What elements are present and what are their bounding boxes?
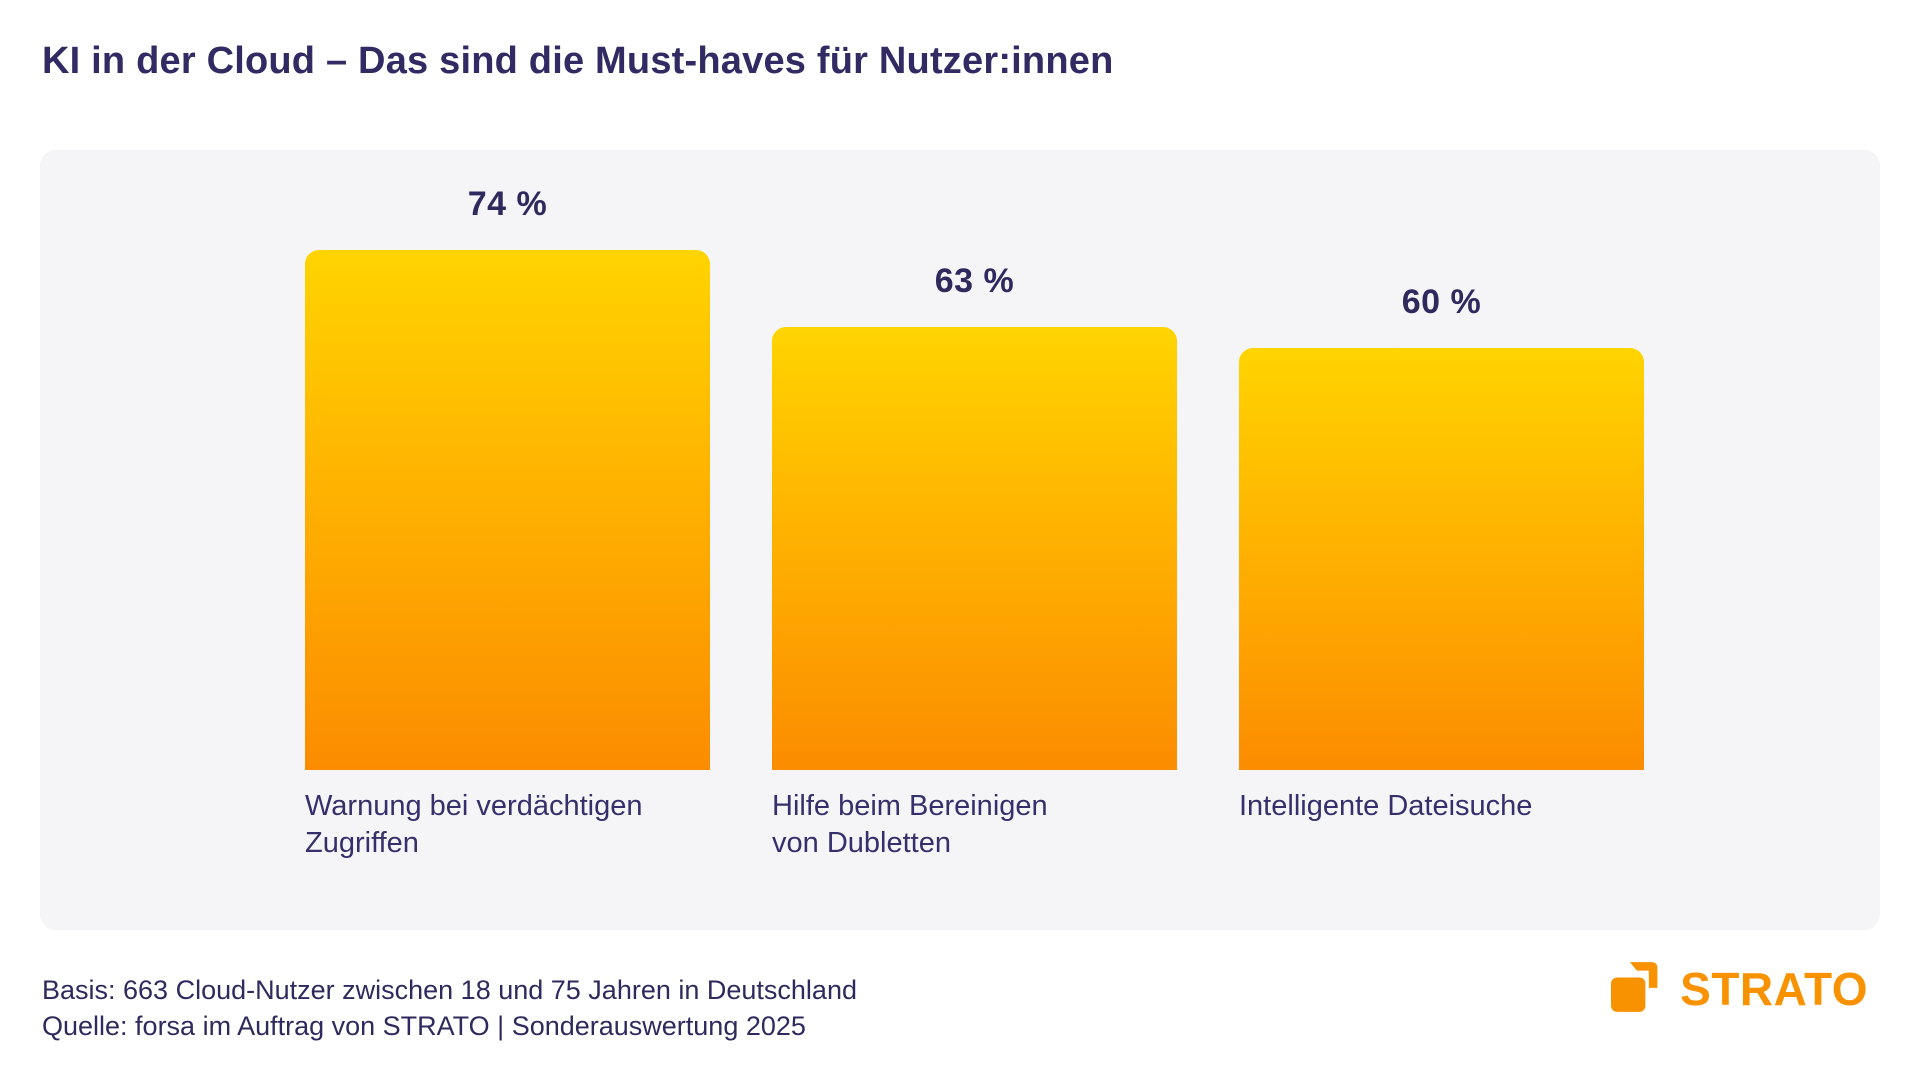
bar-value-label: 60 % [1401, 283, 1482, 321]
page-title: KI in der Cloud – Das sind die Must-have… [42, 40, 1114, 82]
bar-dubletten [772, 327, 1177, 770]
bar-value-label: 74 % [467, 185, 548, 223]
footer-quelle-line: Quelle: forsa im Auftrag von STRATO | So… [42, 1011, 806, 1041]
chart-panel: 74 % 63 % 60 % Warnung bei verdächtigen … [40, 150, 1880, 930]
category-label-warnung: Warnung bei verdächtigen Zugriffen [305, 790, 643, 859]
bar-value-label: 63 % [934, 262, 1015, 300]
category-labels-row: Warnung bei verdächtigen Zugriffen Hilfe… [305, 788, 1644, 862]
strato-logo-mark-icon [1611, 961, 1666, 1017]
strato-logo-text: STRATO [1680, 963, 1868, 1015]
bar-group-dubletten: 63 % [772, 262, 1177, 770]
bar-dateisuche [1239, 348, 1644, 770]
bars-row: 74 % 63 % 60 % [305, 150, 1644, 770]
category-label-dateisuche: Intelligente Dateisuche [1239, 790, 1533, 822]
bar-group-warnung: 74 % [305, 185, 710, 770]
category-label-dubletten: Hilfe beim Bereinigen von Dubletten [772, 790, 1048, 859]
strato-logo: STRATO [1611, 956, 1868, 1022]
bar-warnung [305, 250, 710, 770]
bar-group-dateisuche: 60 % [1239, 283, 1644, 770]
footer-basis-line: Basis: 663 Cloud-Nutzer zwischen 18 und … [42, 975, 857, 1005]
footer: Basis: 663 Cloud-Nutzer zwischen 18 und … [42, 972, 857, 1044]
